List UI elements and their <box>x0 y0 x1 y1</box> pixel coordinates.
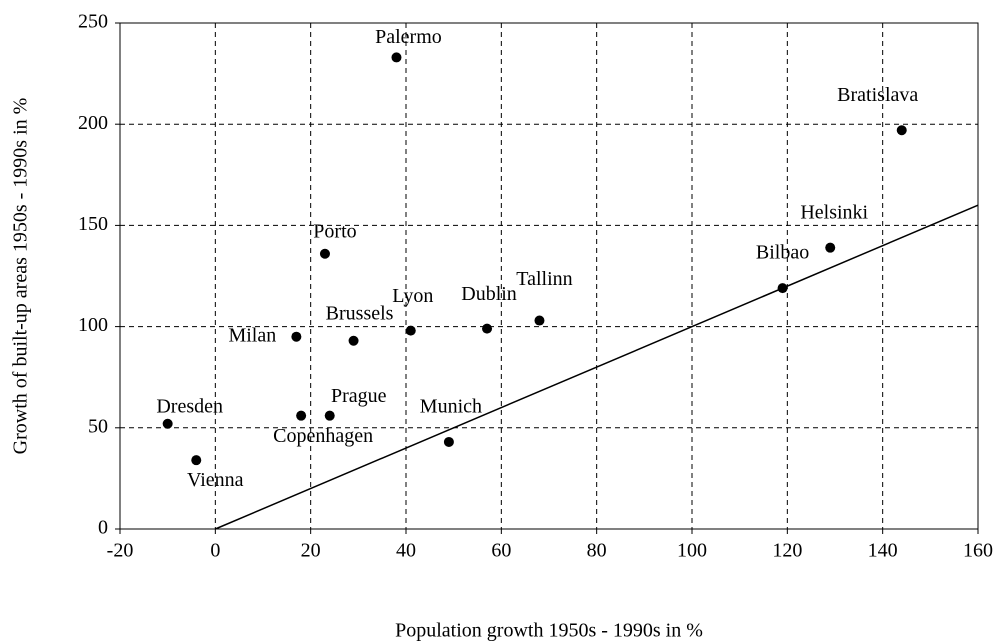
point <box>296 410 307 421</box>
y-tick-label: 50 <box>88 415 108 437</box>
reference-line <box>215 204 979 530</box>
point-label: Munich <box>420 396 482 418</box>
point-label: Bratislava <box>837 84 918 106</box>
plot-frame <box>119 22 979 530</box>
point-label: Palermo <box>375 26 442 48</box>
y-tick-label: 150 <box>78 213 108 235</box>
y-axis-title: Growth of built-up areas 1950s - 1990s i… <box>10 98 32 455</box>
point <box>324 410 335 421</box>
point <box>191 455 202 466</box>
point-label: Lyon <box>392 285 433 307</box>
point <box>348 335 359 346</box>
x-tick-label: 120 <box>772 540 802 562</box>
point <box>291 331 302 342</box>
x-axis-title: Population growth 1950s - 1990s in % <box>395 620 703 642</box>
x-tick-label: 40 <box>396 540 416 562</box>
point-label: Vienna <box>187 469 244 491</box>
x-tick-label: 80 <box>587 540 607 562</box>
point-label: Copenhagen <box>273 425 373 447</box>
x-tick-label: 0 <box>210 540 220 562</box>
x-tick-label: 20 <box>301 540 321 562</box>
point <box>482 323 493 334</box>
x-tick-label: 100 <box>677 540 707 562</box>
point <box>443 436 454 447</box>
point <box>405 325 416 336</box>
y-tick-label: 250 <box>78 11 108 33</box>
point <box>896 125 907 136</box>
point-label: Brussels <box>326 302 394 324</box>
x-tick-label: 140 <box>868 540 898 562</box>
point-label: Dresden <box>156 395 223 417</box>
x-tick-label: 60 <box>491 540 511 562</box>
point-label: Bilbao <box>756 242 809 264</box>
point <box>825 242 836 253</box>
point <box>162 418 173 429</box>
point-label: Porto <box>313 220 356 242</box>
point-label: Helsinki <box>800 201 868 223</box>
x-tick-label: -20 <box>107 540 134 562</box>
point-label: Prague <box>331 385 387 407</box>
point <box>534 315 545 326</box>
point <box>391 52 402 63</box>
point <box>777 283 788 294</box>
y-tick-label: 0 <box>98 517 108 539</box>
y-tick-label: 200 <box>78 112 108 134</box>
point-label: Milan <box>228 324 276 346</box>
y-tick-label: 100 <box>78 314 108 336</box>
point-label: Tallinn <box>516 268 572 290</box>
x-tick-label: 160 <box>963 540 993 562</box>
point-label: Dublin <box>461 283 517 305</box>
point <box>319 248 330 259</box>
